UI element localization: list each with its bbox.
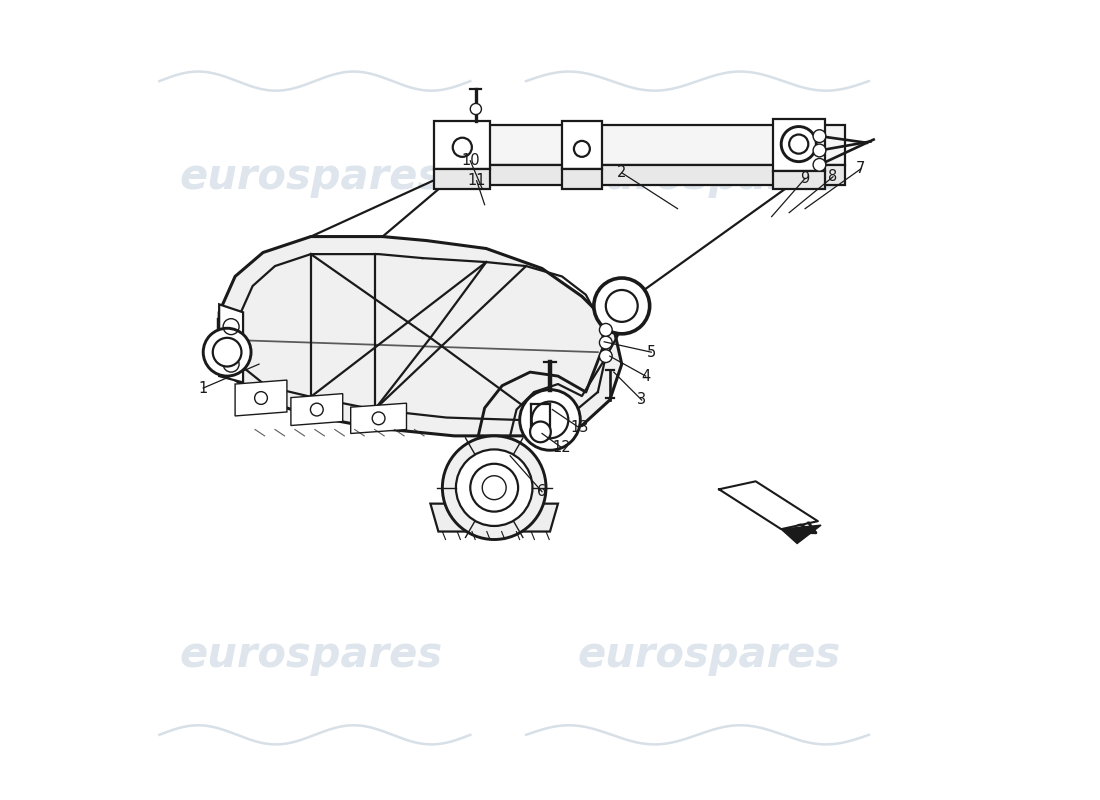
- Polygon shape: [219, 304, 243, 348]
- Text: 2: 2: [617, 166, 626, 180]
- Text: eurospares: eurospares: [179, 156, 442, 198]
- Text: 8: 8: [828, 170, 837, 184]
- Polygon shape: [434, 169, 491, 189]
- Polygon shape: [773, 171, 825, 189]
- Polygon shape: [219, 344, 243, 382]
- Text: 7: 7: [856, 162, 866, 176]
- Circle shape: [600, 350, 613, 362]
- Text: 1: 1: [199, 381, 208, 395]
- Circle shape: [600, 336, 613, 349]
- Circle shape: [442, 436, 546, 539]
- Polygon shape: [235, 380, 287, 416]
- Circle shape: [813, 130, 826, 142]
- Circle shape: [781, 126, 816, 162]
- Polygon shape: [290, 394, 343, 426]
- Polygon shape: [351, 403, 407, 434]
- Polygon shape: [781, 525, 821, 543]
- Circle shape: [471, 464, 518, 512]
- Text: 10: 10: [461, 154, 480, 168]
- Text: 11: 11: [468, 174, 486, 188]
- Polygon shape: [719, 482, 813, 527]
- Circle shape: [455, 450, 532, 526]
- Circle shape: [212, 338, 242, 366]
- Circle shape: [813, 144, 826, 157]
- Circle shape: [519, 390, 581, 450]
- Circle shape: [600, 323, 613, 336]
- Circle shape: [482, 476, 506, 500]
- Polygon shape: [430, 504, 558, 531]
- Text: eurospares: eurospares: [179, 634, 442, 676]
- Circle shape: [471, 103, 482, 114]
- Polygon shape: [773, 118, 825, 171]
- Circle shape: [606, 290, 638, 322]
- Polygon shape: [442, 125, 845, 165]
- Text: 13: 13: [570, 421, 589, 435]
- Text: eurospares: eurospares: [578, 156, 842, 198]
- Text: 9: 9: [801, 171, 810, 186]
- Text: 4: 4: [641, 369, 650, 383]
- Text: 3: 3: [637, 393, 646, 407]
- Polygon shape: [434, 121, 491, 169]
- Circle shape: [531, 402, 569, 438]
- Circle shape: [789, 134, 808, 154]
- Polygon shape: [442, 165, 845, 185]
- Polygon shape: [562, 121, 602, 169]
- Circle shape: [813, 158, 826, 171]
- Circle shape: [204, 328, 251, 376]
- Polygon shape: [562, 169, 602, 189]
- Polygon shape: [219, 237, 621, 436]
- Text: 6: 6: [538, 484, 547, 499]
- Text: 5: 5: [647, 345, 656, 360]
- Circle shape: [594, 278, 650, 334]
- Text: 12: 12: [552, 440, 571, 455]
- Circle shape: [530, 422, 551, 442]
- Text: eurospares: eurospares: [578, 634, 842, 676]
